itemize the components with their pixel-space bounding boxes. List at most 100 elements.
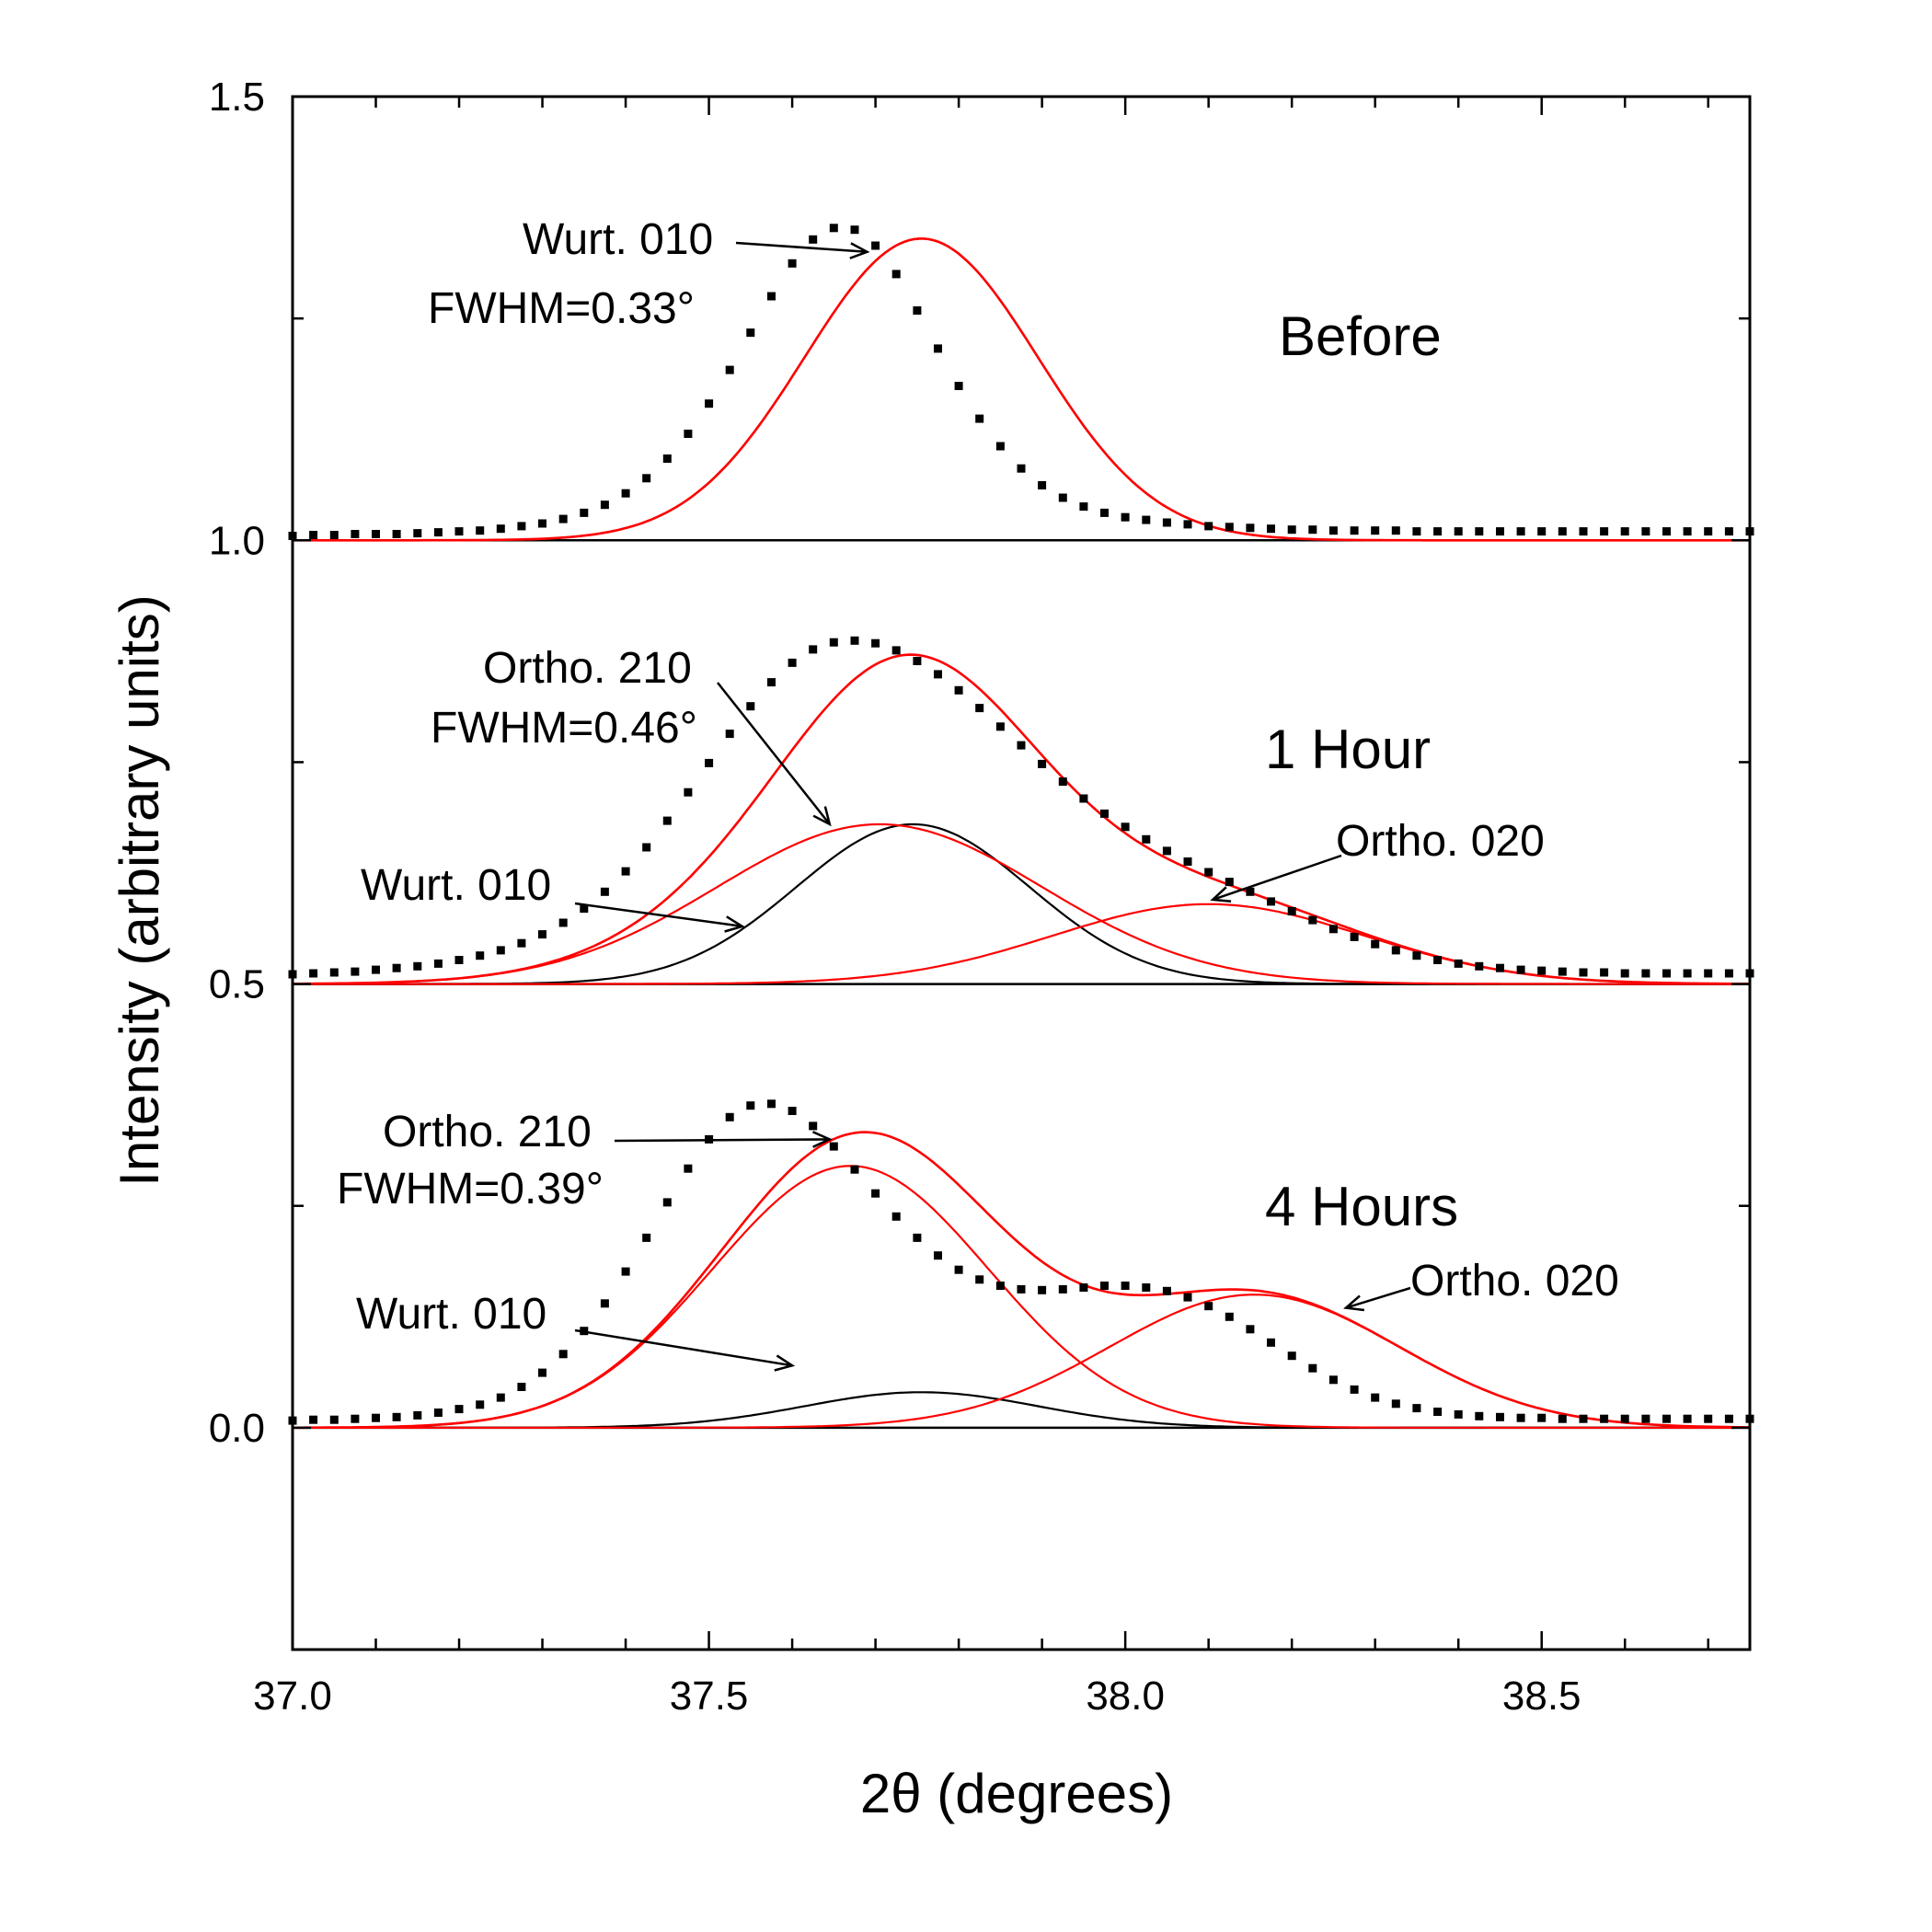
data-point-1-hour-36 bbox=[1038, 759, 1047, 768]
data-point-1-hour-39 bbox=[1100, 809, 1109, 818]
data-point-before-52 bbox=[1371, 526, 1380, 535]
data-point-1-hour-38 bbox=[1079, 794, 1088, 803]
data-point-1-hour-6 bbox=[413, 961, 422, 971]
data-point-4-hours-21 bbox=[725, 1112, 734, 1121]
data-point-before-67 bbox=[1683, 527, 1692, 536]
arrow-1-hour-3 bbox=[574, 902, 745, 933]
data-point-4-hours-53 bbox=[1391, 1399, 1400, 1409]
data-point-4-hours-67 bbox=[1683, 1414, 1692, 1423]
annotation-1h-ortho-210: Ortho. 210 bbox=[483, 644, 692, 693]
data-point-before-59 bbox=[1516, 527, 1525, 536]
annotation-1h-ortho-020: Ortho. 020 bbox=[1336, 817, 1545, 866]
data-point-1-hour-25 bbox=[809, 645, 818, 654]
panel-label-4-hours: 4 Hours bbox=[1265, 1176, 1458, 1237]
data-point-4-hours-64 bbox=[1620, 1414, 1629, 1423]
data-point-before-63 bbox=[1600, 527, 1609, 536]
data-point-before-28 bbox=[871, 241, 880, 250]
data-point-1-hour-48 bbox=[1287, 907, 1296, 915]
data-point-before-7 bbox=[433, 528, 443, 537]
data-point-4-hours-37 bbox=[1058, 1284, 1067, 1294]
data-point-before-69 bbox=[1724, 527, 1733, 536]
y-tick-label: 1.0 bbox=[209, 518, 265, 563]
data-point-4-hours-58 bbox=[1496, 1412, 1504, 1421]
annotation-before-wurt-010: Wurt. 010 bbox=[523, 215, 713, 264]
annotation-4h-fwhm: FWHM=0.39° bbox=[337, 1165, 604, 1213]
data-point-1-hour-10 bbox=[496, 946, 505, 955]
data-point-before-36 bbox=[1038, 481, 1047, 489]
data-point-before-40 bbox=[1121, 512, 1130, 522]
data-point-before-46 bbox=[1246, 523, 1255, 533]
data-point-4-hours-8 bbox=[454, 1405, 464, 1414]
data-point-before-15 bbox=[600, 500, 609, 510]
data-point-1-hour-4 bbox=[372, 965, 380, 974]
arrow-before-0 bbox=[735, 241, 870, 259]
data-point-before-43 bbox=[1183, 520, 1192, 529]
data-point-1-hour-67 bbox=[1683, 969, 1692, 978]
data-point-1-hour-2 bbox=[329, 968, 339, 977]
data-point-4-hours-1 bbox=[309, 1415, 318, 1424]
arrow-4-hours-2 bbox=[1343, 1286, 1411, 1312]
data-point-before-62 bbox=[1579, 527, 1588, 536]
data-point-4-hours-13 bbox=[558, 1350, 568, 1359]
data-point-4-hours-49 bbox=[1308, 1363, 1317, 1373]
data-point-1-hour-61 bbox=[1558, 967, 1567, 976]
data-point-1-hour-35 bbox=[1017, 741, 1026, 750]
data-point-4-hours-23 bbox=[767, 1099, 776, 1109]
x-axis-title: 2θ (degrees) bbox=[860, 1763, 1173, 1824]
data-point-before-4 bbox=[372, 530, 380, 538]
data-point-4-hours-30 bbox=[913, 1233, 922, 1242]
y-tick-label: 0.5 bbox=[209, 962, 265, 1007]
data-point-4-hours-62 bbox=[1579, 1414, 1588, 1423]
data-point-4-hours-22 bbox=[746, 1101, 755, 1110]
data-point-before-8 bbox=[454, 527, 464, 536]
x-tick-label: 37.5 bbox=[670, 1673, 749, 1719]
data-point-4-hours-31 bbox=[934, 1251, 942, 1260]
annotation-4h-ortho-210: Ortho. 210 bbox=[383, 1108, 592, 1156]
data-point-before-1 bbox=[309, 531, 318, 539]
data-point-1-hour-28 bbox=[871, 638, 880, 648]
arrow-1-hour-2 bbox=[1210, 854, 1342, 903]
arrow-4-hours-0 bbox=[614, 1131, 833, 1148]
data-point-1-hour-21 bbox=[725, 730, 734, 739]
data-point-1-hour-27 bbox=[850, 636, 859, 645]
data-point-1-hour-45 bbox=[1225, 878, 1234, 887]
data-point-1-hour-55 bbox=[1433, 956, 1443, 964]
data-point-1-hour-69 bbox=[1724, 969, 1733, 978]
data-point-1-hour-68 bbox=[1704, 969, 1713, 978]
data-point-4-hours-43 bbox=[1183, 1293, 1192, 1302]
plot-curves bbox=[288, 224, 1754, 1430]
data-point-before-30 bbox=[913, 306, 922, 315]
data-point-before-53 bbox=[1391, 526, 1400, 535]
data-point-1-hour-30 bbox=[913, 657, 922, 665]
data-point-4-hours-4 bbox=[372, 1413, 380, 1422]
data-point-4-hours-48 bbox=[1287, 1351, 1296, 1361]
data-point-1-hour-60 bbox=[1537, 966, 1547, 975]
data-point-before-9 bbox=[476, 526, 485, 535]
data-point-1-hour-19 bbox=[684, 788, 693, 797]
data-point-4-hours-29 bbox=[891, 1212, 901, 1221]
data-point-1-hour-12 bbox=[538, 930, 546, 939]
data-point-4-hours-61 bbox=[1558, 1414, 1567, 1423]
data-point-before-20 bbox=[705, 399, 714, 408]
data-point-1-hour-66 bbox=[1662, 969, 1671, 978]
data-point-1-hour-24 bbox=[788, 658, 797, 667]
data-point-before-39 bbox=[1100, 508, 1109, 517]
data-point-1-hour-22 bbox=[746, 702, 755, 711]
data-point-1-hour-40 bbox=[1121, 822, 1130, 832]
data-point-4-hours-38 bbox=[1079, 1283, 1088, 1292]
data-point-4-hours-54 bbox=[1412, 1404, 1421, 1413]
panel-label-1-hour: 1 Hour bbox=[1265, 719, 1431, 780]
data-point-1-hour-5 bbox=[392, 963, 401, 972]
data-point-4-hours-32 bbox=[954, 1265, 963, 1274]
data-point-before-38 bbox=[1079, 502, 1088, 512]
data-point-4-hours-42 bbox=[1162, 1286, 1171, 1295]
data-point-1-hour-9 bbox=[476, 951, 485, 960]
data-point-before-56 bbox=[1454, 527, 1463, 536]
data-point-4-hours-19 bbox=[684, 1164, 693, 1173]
data-point-4-hours-27 bbox=[850, 1165, 859, 1174]
data-point-before-57 bbox=[1475, 527, 1484, 536]
data-point-before-41 bbox=[1142, 515, 1151, 524]
arrow-1-hour-0 bbox=[717, 682, 832, 827]
